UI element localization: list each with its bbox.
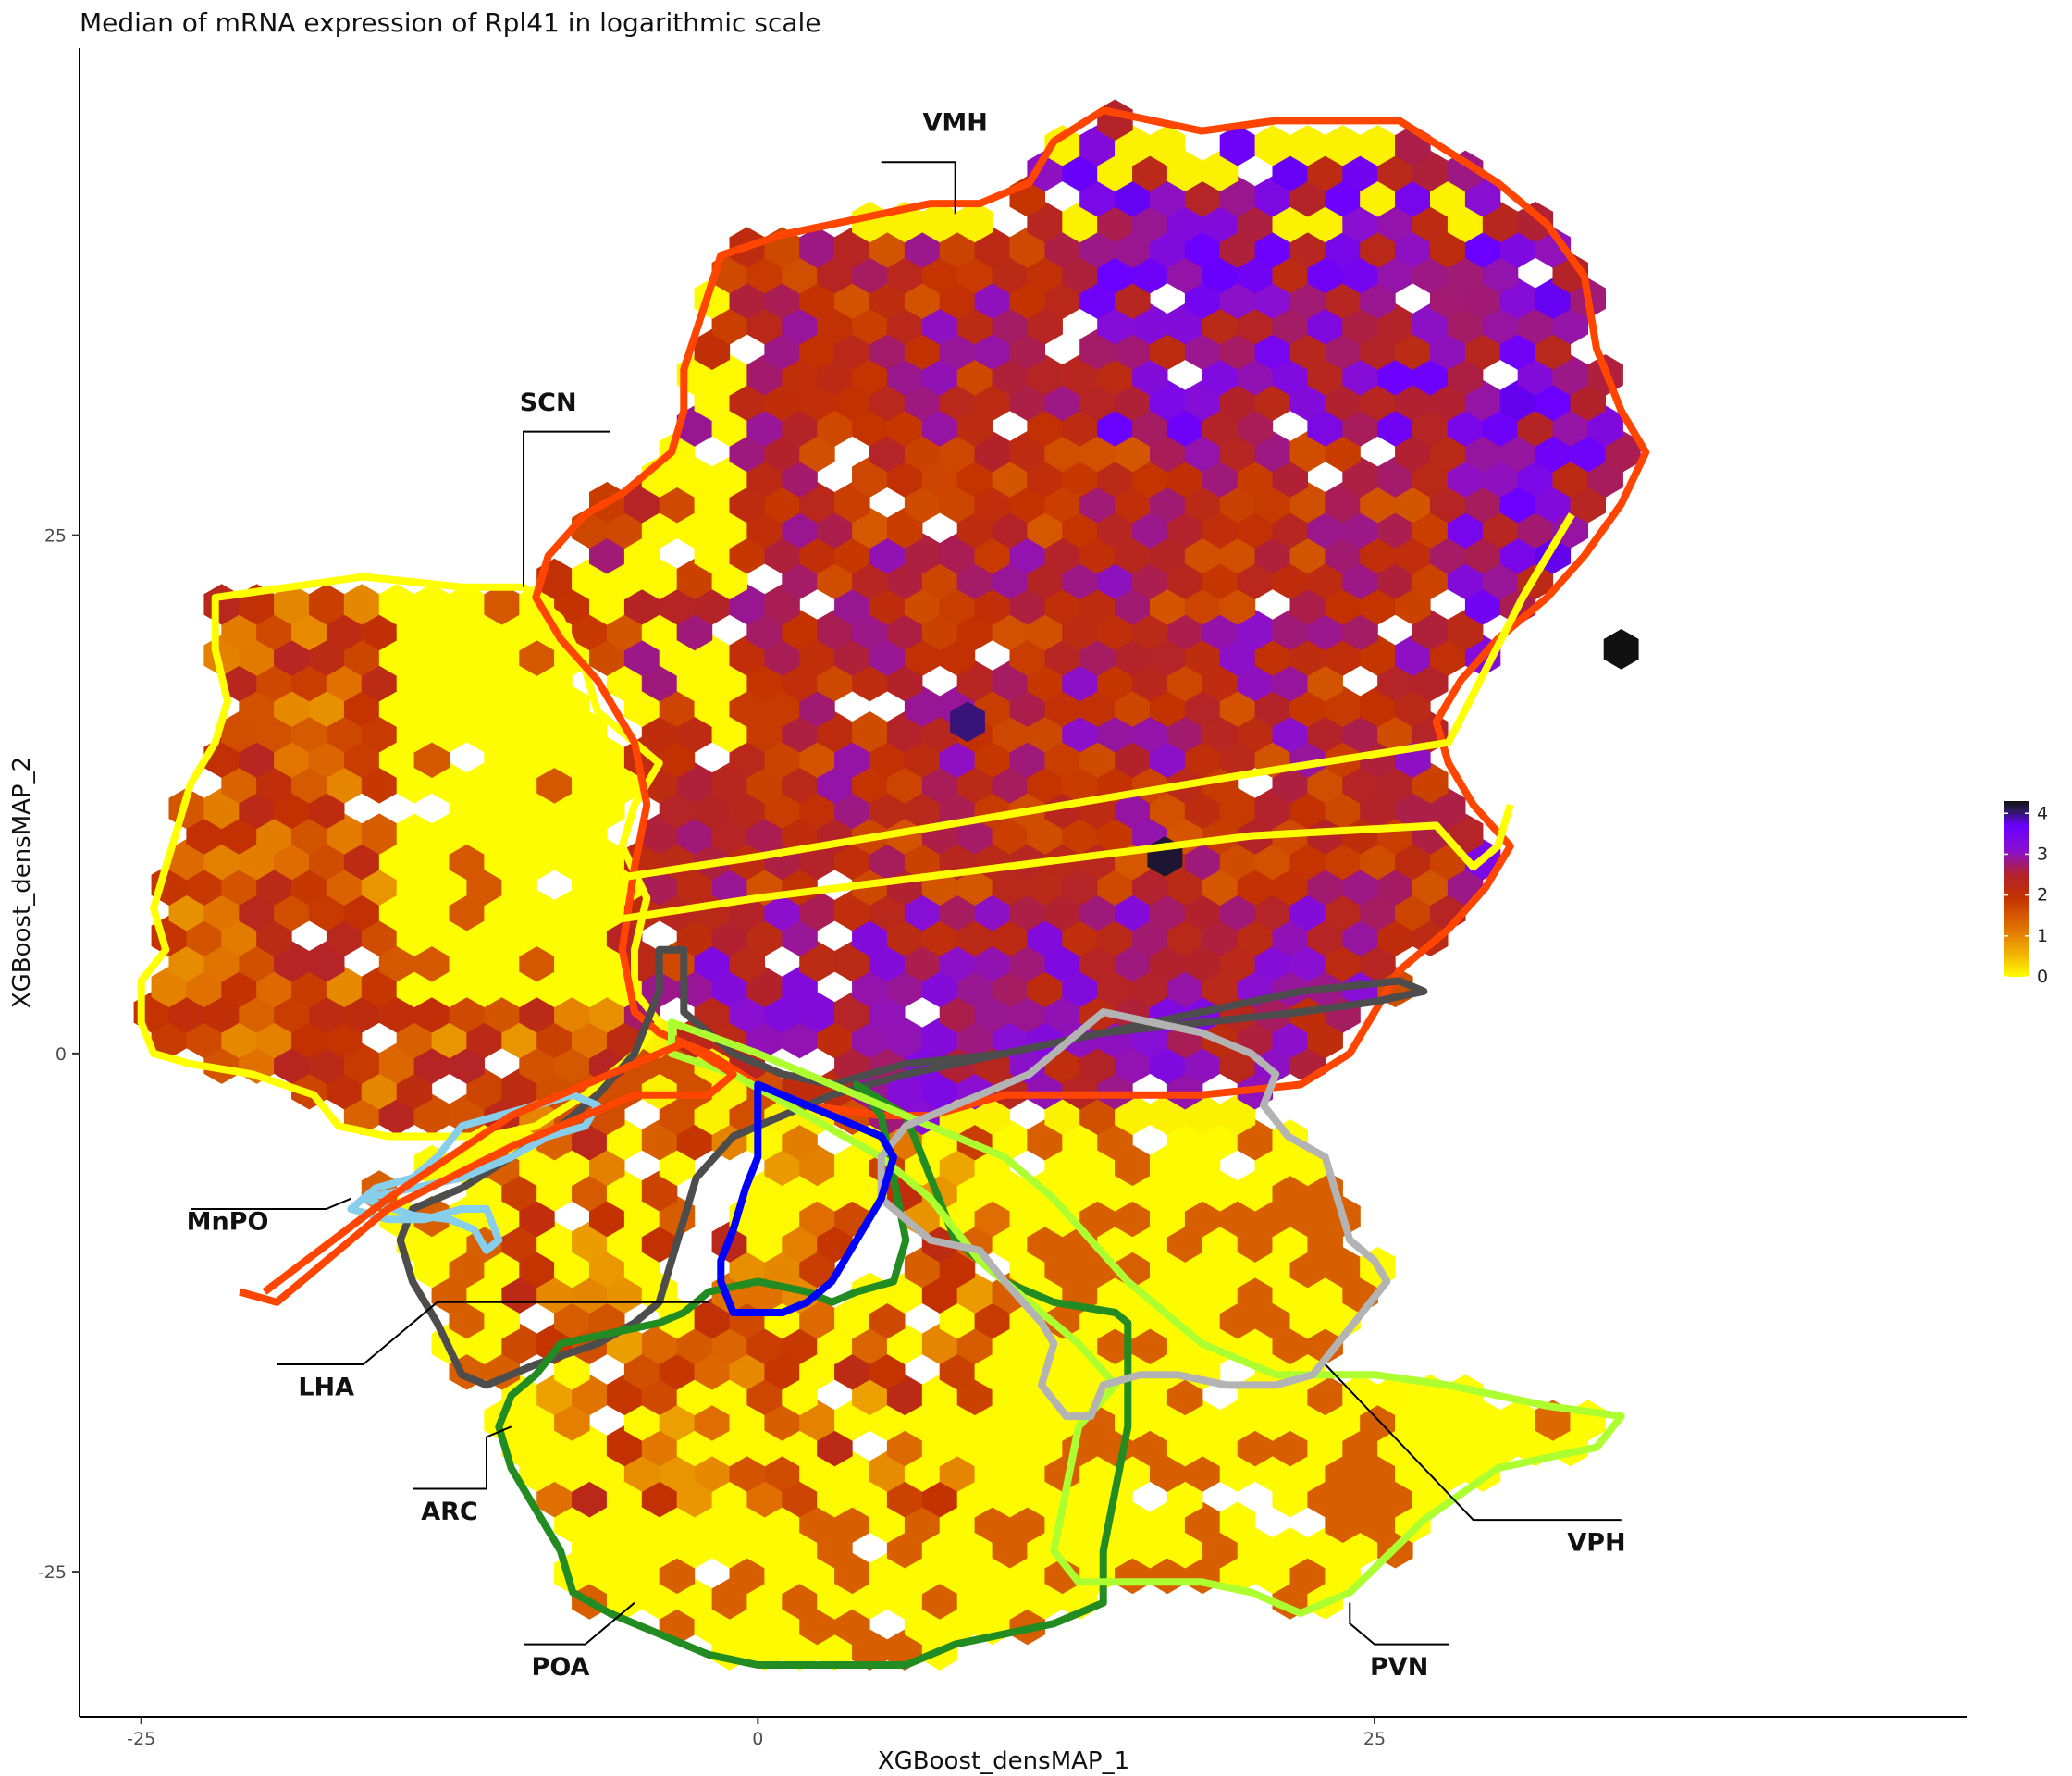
legend-ticks: 0 1 2 3 4 — [2004, 803, 2048, 987]
hexbin-cell — [1150, 125, 1186, 166]
region-outline-extra-vmh — [239, 1039, 737, 1306]
region-label-vph: VPH — [1567, 1529, 1625, 1558]
callout-line-poa — [524, 1601, 635, 1646]
y-tick-label: 25 — [44, 526, 67, 547]
region-outline-scn — [137, 573, 663, 1141]
axes: -25 0 25 -25 0 25 — [38, 48, 1967, 1749]
region-label-scn: SCN — [520, 388, 577, 417]
x-tick-label: -25 — [127, 1729, 155, 1749]
region-outline-extra-scn — [622, 803, 1514, 923]
legend-tick-label: 1 — [2037, 926, 2048, 946]
hexbin-cell — [1517, 201, 1554, 243]
region-label-mnpo: MnPO — [187, 1207, 269, 1236]
hexbin-cell-peak — [950, 701, 985, 743]
callout-line-arc — [413, 1425, 512, 1490]
legend-tick-label: 3 — [2037, 844, 2048, 864]
plot-area: VMH SCN MnPO LHA ARC POA PVN VPH — [133, 99, 1650, 1683]
region-label-vmh: VMH — [922, 109, 987, 138]
region-label-lha: LHA — [298, 1374, 354, 1402]
y-tick-label: -25 — [38, 1562, 67, 1583]
callout-line-lha — [277, 1301, 709, 1365]
callout-line-mnpo — [191, 1197, 352, 1210]
y-axis-title: XGBoost_densMAP_2 — [8, 757, 36, 1008]
region-label-poa: POA — [532, 1653, 590, 1682]
y-axis-ticks: -25 0 25 — [38, 526, 80, 1583]
chart-title: Median of mRNA expression of Rpl41 in lo… — [80, 7, 821, 38]
region-outlines — [137, 106, 1650, 1669]
region-callouts: VMH SCN MnPO LHA ARC POA PVN VPH — [187, 109, 1626, 1683]
region-outline-poa — [495, 1080, 1132, 1669]
region-label-arc: ARC — [421, 1498, 478, 1526]
callout-line-vph — [1324, 1363, 1622, 1522]
x-axis-title: XGBoost_densMAP_1 — [878, 1747, 1129, 1775]
legend-tick-label: 2 — [2037, 885, 2048, 906]
hexbin-cell — [956, 201, 993, 243]
legend-tick-label: 0 — [2037, 967, 2048, 987]
color-legend: 0 1 2 3 4 — [2004, 801, 2048, 987]
callout-line-scn — [523, 430, 610, 587]
hexbin-cell — [1219, 1501, 1256, 1544]
callout-line-pvn — [1349, 1602, 1449, 1646]
x-axis-ticks: -25 0 25 — [127, 1717, 1386, 1749]
hexbin-cell-peak — [1603, 629, 1639, 670]
x-tick-label: 0 — [752, 1729, 763, 1749]
region-outline-vph — [877, 1008, 1391, 1421]
region-label-pvn: PVN — [1370, 1653, 1428, 1682]
callout-line-vmh — [881, 161, 956, 215]
region-outline-extra-scn — [622, 512, 1575, 882]
legend-color-bar — [2004, 801, 2029, 977]
region-outline-arc — [717, 1080, 897, 1316]
region-outline-pvn — [668, 1018, 1625, 1617]
legend-tick-label: 4 — [2037, 803, 2048, 823]
region-outline-vmh — [532, 106, 1650, 1120]
x-tick-label: 25 — [1363, 1729, 1386, 1749]
y-tick-label: 0 — [56, 1044, 67, 1065]
